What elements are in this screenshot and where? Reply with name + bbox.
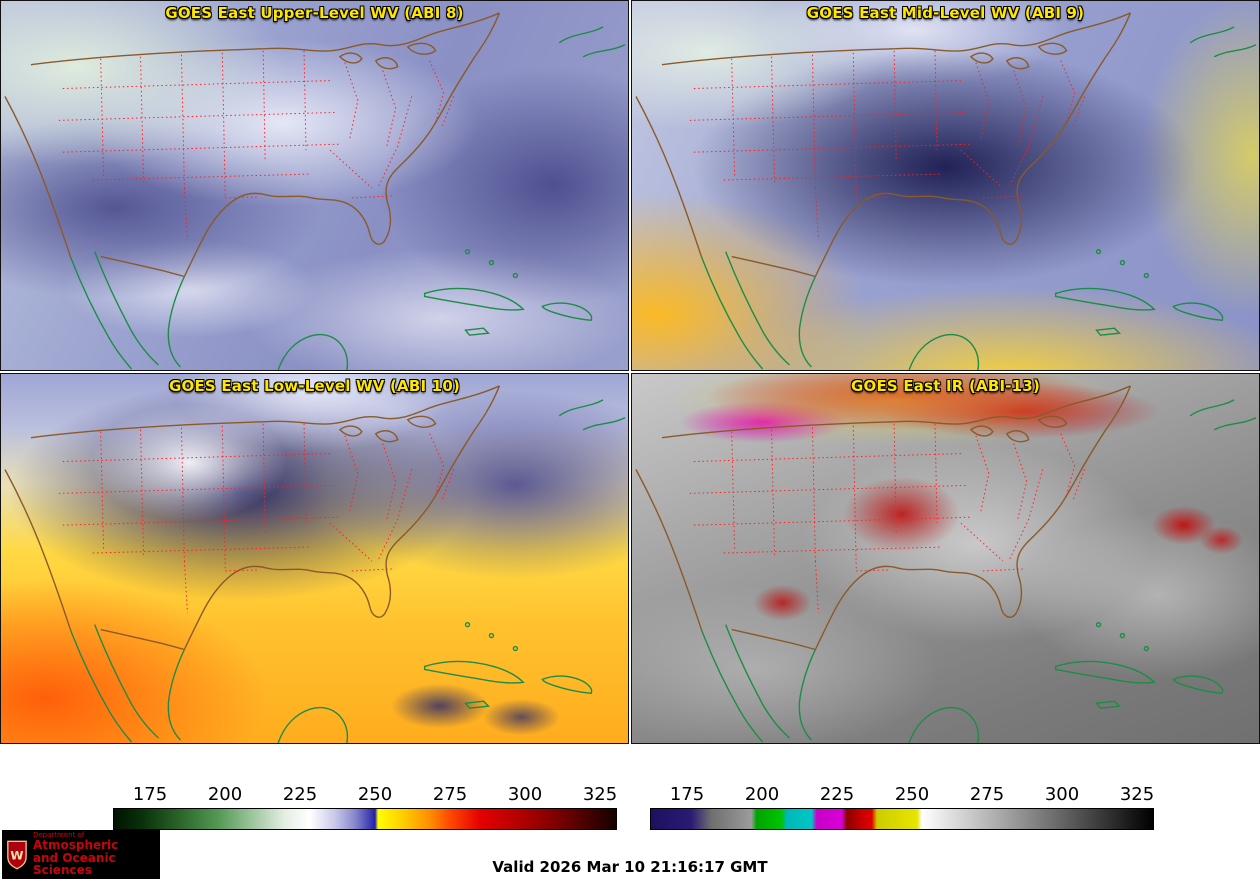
colorbar-tick-label: 325 bbox=[1119, 784, 1155, 805]
colorbar-tick-label: 200 bbox=[207, 784, 243, 805]
valid-timestamp: Valid 2026 Mar 10 21:16:17 GMT bbox=[492, 858, 768, 876]
colorbar-tick-label: 250 bbox=[357, 784, 393, 805]
wv-colorbar-gradient bbox=[113, 808, 617, 830]
colorbar-tick-label: 275 bbox=[969, 784, 1005, 805]
colorbar-tick-label: 225 bbox=[819, 784, 855, 805]
map-overlay bbox=[635, 12, 1257, 370]
colorbar-tick-label: 300 bbox=[1044, 784, 1080, 805]
logo-name-line1: Atmospheric bbox=[32, 838, 119, 853]
panel-low-level-wv-abi10: GOES East Low-Level WV (ABI 10) bbox=[0, 373, 629, 744]
colorbar-tick-label: 225 bbox=[282, 784, 318, 805]
uw-crest-icon: W bbox=[7, 840, 27, 869]
colorbar-tick-label: 250 bbox=[894, 784, 930, 805]
map-overlay bbox=[635, 385, 1257, 743]
wv-colorbar: 175 200 225 250 275 300 325 bbox=[113, 784, 617, 830]
colorbar-tick-label: 275 bbox=[432, 784, 468, 805]
ir-colorbar-ticks: 175 200 225 250 275 300 325 bbox=[650, 784, 1154, 806]
map-overlay bbox=[4, 12, 626, 370]
map-overlay bbox=[4, 385, 626, 743]
colorbar-tick-label: 325 bbox=[582, 784, 618, 805]
logo-name-line2: and Oceanic Sciences bbox=[32, 850, 116, 878]
colorbar-tick-label: 200 bbox=[744, 784, 780, 805]
panel-title: GOES East Low-Level WV (ABI 10) bbox=[168, 377, 461, 395]
logo-dept-line: Department of bbox=[32, 830, 85, 839]
colorbar-tick-label: 175 bbox=[669, 784, 705, 805]
ir-colorbar-gradient bbox=[650, 808, 1154, 830]
panel-title: GOES East Mid-Level WV (ABI 9) bbox=[806, 4, 1085, 22]
logo-text: Department of Atmospheric and Oceanic Sc… bbox=[32, 830, 156, 878]
satellite-panel-grid: GOES East Upper-Level WV (ABI 8) GOES Ea… bbox=[0, 0, 1260, 744]
panel-upper-level-wv-abi8: GOES East Upper-Level WV (ABI 8) bbox=[0, 0, 629, 371]
panel-ir-abi13: GOES East IR (ABI-13) bbox=[631, 373, 1260, 744]
crest-letter: W bbox=[10, 848, 23, 862]
ir-colorbar: 175 200 225 250 275 300 325 bbox=[650, 784, 1154, 830]
colorbar-row: 175 200 225 250 275 300 325 175 200 225 250 275 300… bbox=[0, 784, 1260, 834]
panel-mid-level-wv-abi9: GOES East Mid-Level WV (ABI 9) bbox=[631, 0, 1260, 371]
colorbar-tick-label: 175 bbox=[132, 784, 168, 805]
panel-title: GOES East Upper-Level WV (ABI 8) bbox=[165, 4, 464, 22]
colorbar-tick-label: 300 bbox=[507, 784, 543, 805]
uw-aos-logo: W Department of Atmospheric and Oceanic … bbox=[2, 830, 160, 879]
panel-title: GOES East IR (ABI-13) bbox=[850, 377, 1040, 395]
wv-colorbar-ticks: 175 200 225 250 275 300 325 bbox=[113, 784, 617, 806]
